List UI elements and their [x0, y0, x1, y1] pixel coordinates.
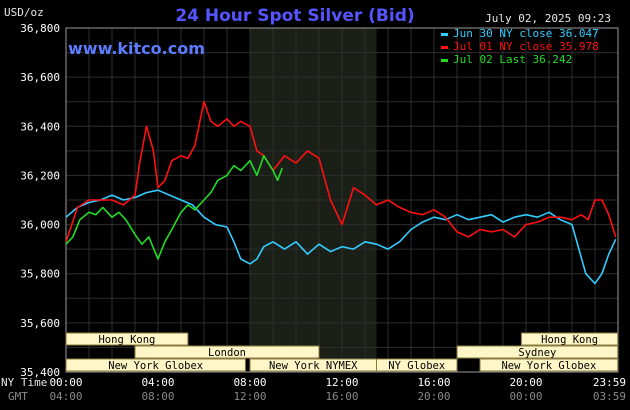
x-tick-label-gmt: 16:00: [325, 390, 358, 403]
market-session-label: New York Globex: [501, 360, 596, 372]
ny-time-label: NY Time: [1, 376, 47, 389]
market-session-label: New York NYMEX: [269, 360, 358, 372]
x-tick-label-ny: 16:00: [417, 376, 450, 389]
x-tick-label-ny: 04:00: [141, 376, 174, 389]
market-session-label: London: [208, 347, 246, 359]
market-session-bar: [376, 358, 458, 372]
legend-entry: Jul 02 Last 36.242: [453, 53, 572, 66]
x-axis: NY TimeGMT00:0004:0004:0008:0008:0012:00…: [1, 376, 626, 403]
y-tick-label: 36,800: [20, 22, 60, 35]
series-lines: [65, 100, 617, 285]
chart-title: 24 Hour Spot Silver (Bid): [175, 6, 414, 26]
legend-entry: Jul 01 NY close 35.978: [453, 40, 599, 53]
series-line: [65, 189, 617, 285]
x-tick-label-gmt: 03:59: [593, 390, 626, 403]
plot-border: [65, 27, 619, 373]
market-session-bar: [134, 345, 320, 359]
market-session-bar: [456, 345, 619, 359]
timestamp: July 02, 2025 09:23: [485, 12, 611, 25]
market-session-label: Hong Kong: [541, 334, 598, 346]
market-session-label: NY Globex: [388, 360, 445, 372]
market-session-label: Sydney: [518, 347, 556, 359]
market-session-bar: [520, 332, 619, 346]
x-tick-label-gmt: 08:00: [141, 390, 174, 403]
x-tick-label-gmt: 00:00: [509, 390, 542, 403]
y-tick-labels: 36,800 36,600 36,400 36,200 36,000 35,800 35,6…: [20, 22, 60, 379]
x-tick-label-ny: 23:59: [593, 376, 626, 389]
site-url[interactable]: www.kitco.com: [68, 39, 205, 58]
market-session-bar: [479, 358, 619, 372]
legend-swatch: [441, 59, 448, 62]
y-tick-label: 36,200: [20, 169, 60, 182]
y-tick-label: 35,800: [20, 268, 60, 281]
market-session-bar: [65, 332, 189, 346]
legend-swatch: [441, 46, 448, 49]
series-line: [65, 100, 617, 243]
market-session-label: Hong Kong: [98, 334, 155, 346]
x-tick-label-gmt: 12:00: [233, 390, 266, 403]
gmt-label: GMT: [8, 390, 28, 403]
series-line: [65, 155, 283, 260]
y-tick-label: 36,000: [20, 219, 60, 232]
legend-entry: Jun 30 NY close 36.047: [453, 27, 599, 40]
y-tick-label: 36,400: [20, 120, 60, 133]
x-tick-label-ny: 00:00: [49, 376, 82, 389]
y-tick-label: 36,600: [20, 71, 60, 84]
x-tick-label-gmt: 20:00: [417, 390, 450, 403]
legend-swatch: [441, 33, 448, 36]
y-tick-label: 35,400: [20, 366, 60, 379]
x-tick-label-ny: 08:00: [233, 376, 266, 389]
x-tick-label-ny: 12:00: [325, 376, 358, 389]
y-tick-label: 35,600: [20, 317, 60, 330]
market-session-label: New York Globex: [108, 360, 203, 372]
x-tick-label-gmt: 04:00: [49, 390, 82, 403]
y-axis-label: USD/oz: [4, 6, 44, 19]
x-tick-label-ny: 20:00: [509, 376, 542, 389]
market-session-bar: [65, 358, 246, 372]
